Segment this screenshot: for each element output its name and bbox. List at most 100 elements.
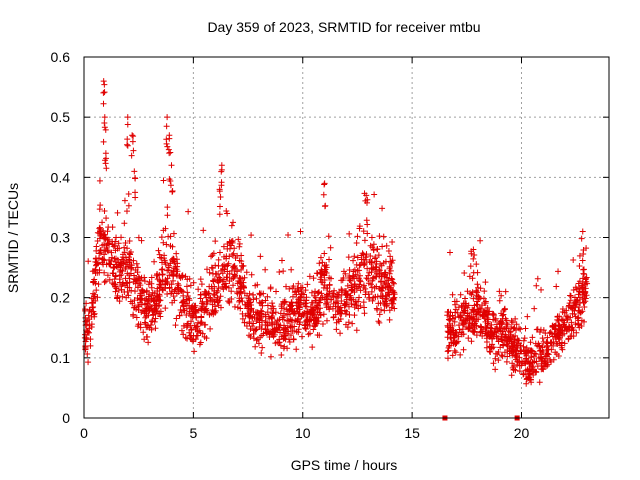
data-point	[444, 322, 451, 329]
data-point	[323, 292, 330, 299]
data-point	[230, 219, 237, 226]
data-point	[228, 275, 235, 282]
data-point	[370, 264, 377, 271]
data-point	[526, 365, 533, 372]
data-point	[164, 204, 171, 211]
data-point	[258, 349, 265, 356]
data-point	[530, 353, 537, 360]
data-point	[369, 244, 376, 251]
data-point	[451, 318, 458, 325]
data-point	[469, 316, 476, 323]
data-point	[157, 278, 164, 285]
data-point	[157, 297, 164, 304]
data-point	[97, 246, 104, 253]
data-point	[305, 331, 312, 338]
data-point	[212, 262, 219, 269]
data-point	[177, 287, 184, 294]
data-point	[313, 270, 320, 277]
data-point	[531, 305, 538, 312]
data-point	[217, 304, 224, 311]
data-point	[317, 296, 324, 303]
data-point	[482, 279, 489, 286]
data-point	[279, 314, 286, 321]
data-point	[162, 225, 169, 232]
data-point	[106, 276, 113, 283]
data-point	[342, 289, 349, 296]
data-point	[386, 263, 393, 270]
data-point	[316, 309, 323, 316]
data-point	[121, 244, 128, 251]
data-point	[294, 285, 301, 292]
data-point	[269, 321, 276, 328]
data-point	[155, 247, 162, 254]
data-point	[465, 335, 472, 342]
data-point	[167, 260, 174, 267]
data-point	[166, 150, 173, 157]
data-point	[306, 273, 313, 280]
data-point	[504, 337, 511, 344]
data-point	[353, 284, 360, 291]
data-point	[365, 276, 372, 283]
data-point	[159, 271, 166, 278]
data-point	[331, 287, 338, 294]
data-point	[551, 331, 558, 338]
data-point	[269, 300, 276, 307]
data-point	[101, 234, 108, 241]
data-point	[267, 285, 274, 292]
data-point	[501, 306, 508, 313]
data-point	[129, 300, 136, 307]
data-point	[449, 291, 456, 298]
plot-frame	[83, 56, 610, 419]
data-point	[121, 197, 128, 204]
data-point	[178, 327, 185, 334]
data-point	[118, 234, 125, 241]
x-tick-label: 0	[80, 425, 88, 441]
data-point	[578, 235, 585, 242]
data-point	[501, 325, 508, 332]
data-point	[130, 313, 137, 320]
data-point	[444, 348, 451, 355]
data-point	[372, 293, 379, 300]
data-point	[96, 177, 103, 184]
data-point	[228, 238, 235, 245]
data-point	[286, 339, 293, 346]
data-point	[567, 297, 574, 304]
data-point	[455, 333, 462, 340]
data-point	[183, 283, 190, 290]
data-point	[111, 242, 118, 249]
data-point	[302, 303, 309, 310]
data-point	[356, 225, 363, 232]
data-point	[272, 327, 279, 334]
data-point	[124, 245, 131, 252]
data-point	[203, 335, 210, 342]
data-point	[153, 308, 160, 315]
x-axis-label: GPS time / hours	[291, 457, 398, 473]
data-point	[170, 255, 177, 262]
data-point	[254, 315, 261, 322]
data-point	[262, 266, 269, 273]
data-point	[226, 245, 233, 252]
data-point	[112, 238, 119, 245]
data-point	[489, 341, 496, 348]
data-point	[136, 292, 143, 299]
data-point	[576, 252, 583, 259]
data-point	[375, 252, 382, 259]
data-point	[85, 359, 92, 366]
data-point	[308, 289, 315, 296]
data-point	[212, 309, 219, 316]
x-tick-label: 15	[404, 425, 420, 441]
data-point	[337, 309, 344, 316]
data-point	[547, 329, 554, 336]
data-point	[100, 138, 107, 145]
data-point	[130, 133, 137, 140]
data-point	[173, 250, 180, 257]
data-point	[470, 255, 477, 262]
data-point	[246, 320, 253, 327]
data-point	[246, 332, 253, 339]
data-point	[204, 266, 211, 273]
data-point	[167, 182, 174, 189]
data-point	[476, 305, 483, 312]
data-point	[516, 368, 523, 375]
data-point	[579, 308, 586, 315]
y-tick-label: 0.6	[51, 49, 71, 65]
